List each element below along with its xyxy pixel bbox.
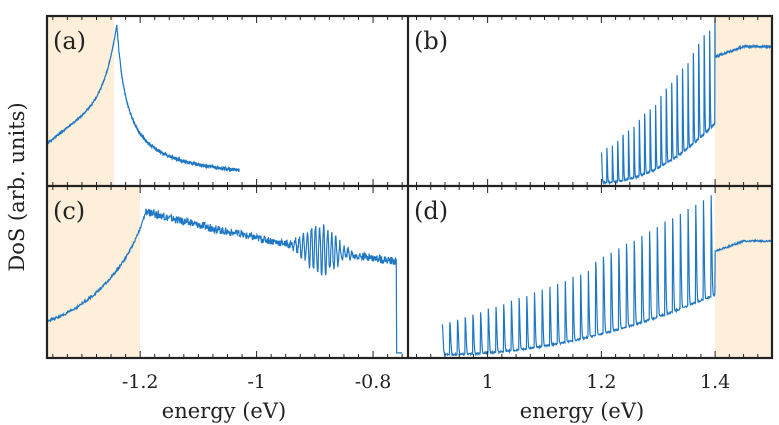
panel-a-dos-curve <box>46 24 240 173</box>
panel-a: (a) <box>46 16 403 186</box>
panel-d-shaded-band-0 <box>715 186 772 358</box>
x-tick-label-1-2: 1.4 <box>700 371 730 393</box>
panel-d-dos-curve <box>441 195 773 357</box>
x-axis-label-right: energy (eV) <box>520 399 644 423</box>
panel-b-dos-curve <box>600 18 773 186</box>
panel-d: (d) <box>414 186 773 358</box>
panel-c-shaded-band-0 <box>47 186 141 358</box>
x-tick-label-1-0: 1 <box>482 371 494 393</box>
x-tick-label-0-0: -1.2 <box>122 371 159 393</box>
x-axis-label-left: energy (eV) <box>162 399 286 423</box>
x-tick-label-0-2: -0.8 <box>355 371 392 393</box>
panel-b-shaded-band-0 <box>715 16 772 186</box>
panel-b-label: (b) <box>414 27 448 55</box>
panel-a-label: (a) <box>53 27 86 55</box>
panel-a-shaded-band-0 <box>47 16 114 186</box>
panel-c-label: (c) <box>53 197 85 225</box>
panel-d-label: (d) <box>414 197 448 225</box>
panels-layer: (a) (b) (c) (d) <box>45 14 774 360</box>
x-tick-label-0-1: -1 <box>247 371 266 393</box>
y-axis-label: DoS (arb. units) <box>5 102 29 271</box>
x-tick-label-1-1: 1.2 <box>586 371 616 393</box>
panel-c: (c) <box>46 186 403 358</box>
panel-b: (b) <box>414 16 773 186</box>
panel-c-dos-curve <box>46 208 403 354</box>
